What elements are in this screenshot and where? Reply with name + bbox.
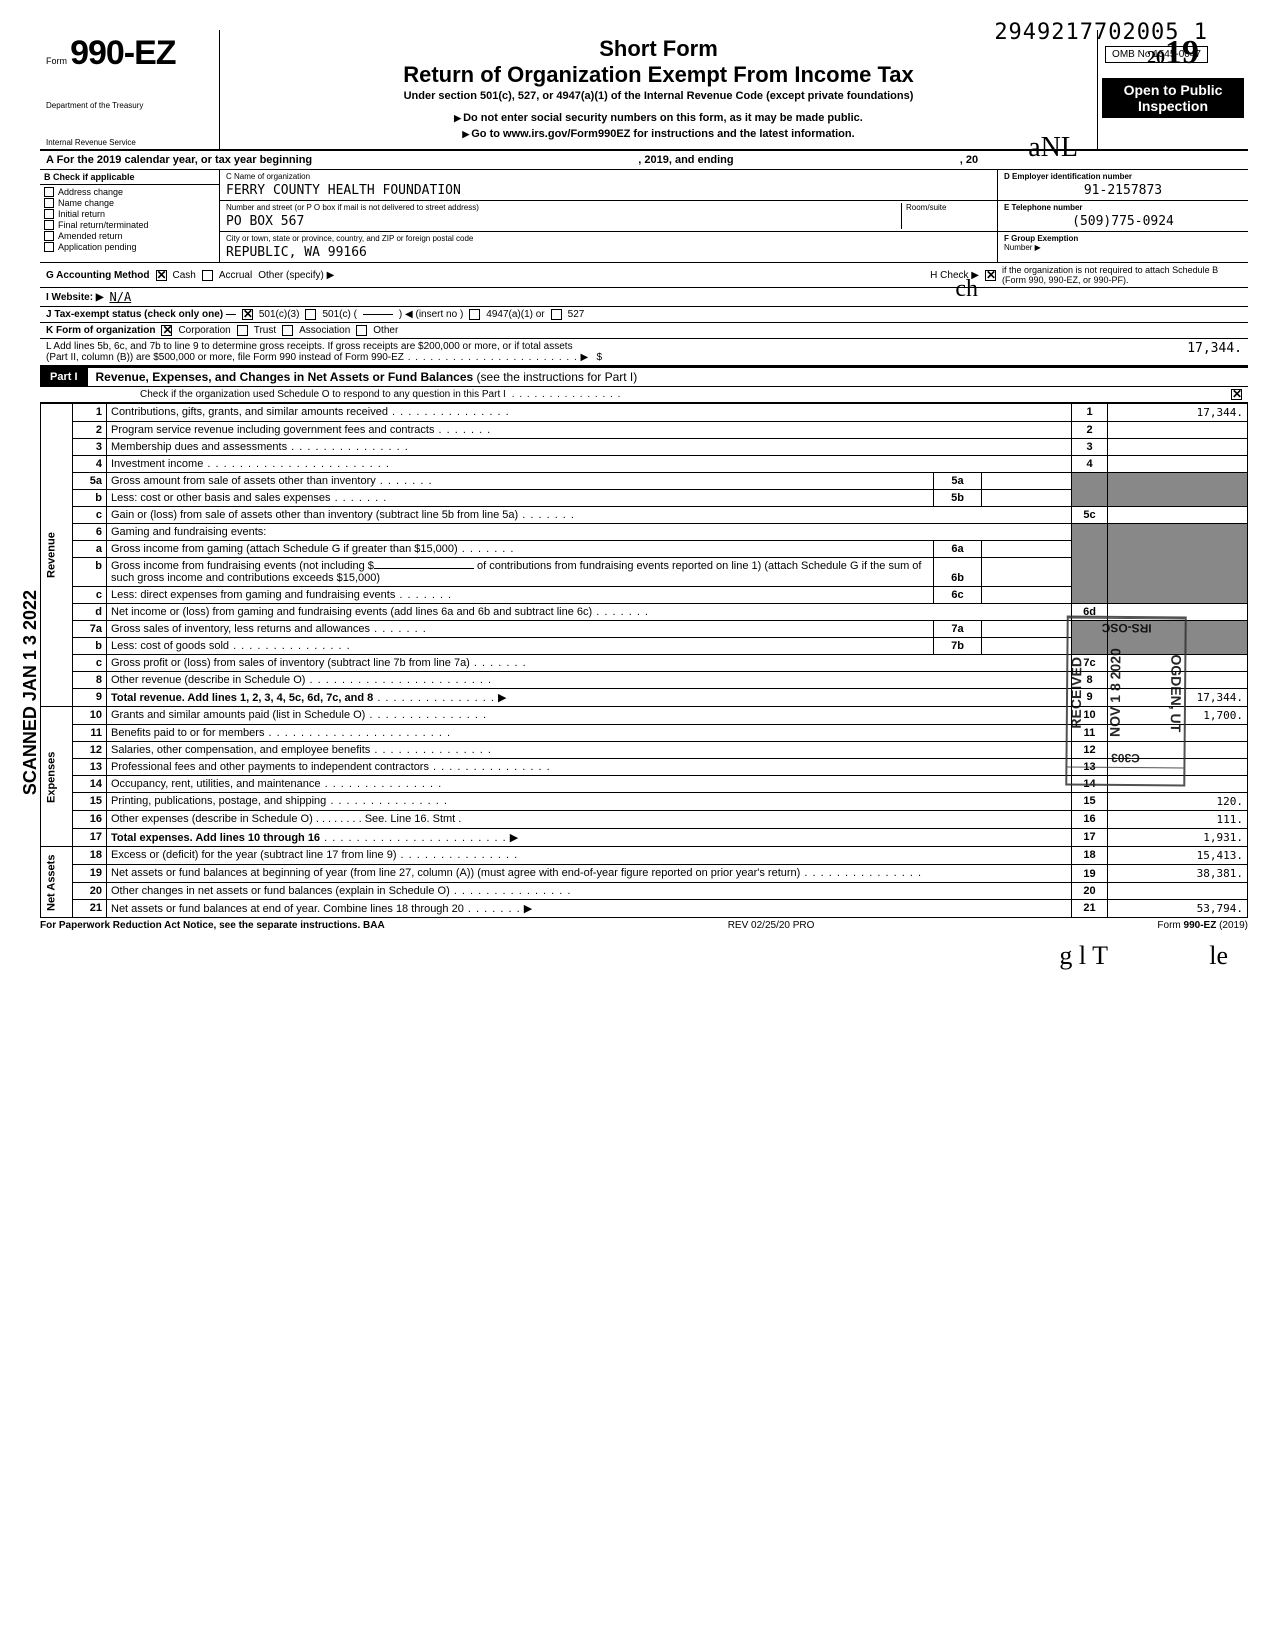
amt-line-4 (1108, 456, 1248, 473)
l-text-2: (Part II, column (B)) are $500,000 or mo… (46, 352, 404, 363)
chk-4947[interactable] (469, 309, 480, 320)
subtitle: Under section 501(c), 527, or 4947(a)(1)… (228, 90, 1089, 102)
chk-accrual[interactable] (202, 270, 213, 281)
chk-initial-return[interactable] (44, 209, 54, 219)
chk-amended-return[interactable] (44, 231, 54, 241)
amt-line-3 (1108, 439, 1248, 456)
org-street: PO BOX 567 (226, 212, 901, 229)
form-number: 990-EZ (70, 34, 176, 73)
omb-number: OMB No 1545-0047 (1105, 46, 1208, 63)
initials-handwritten-2: ch (955, 276, 978, 303)
org-city: REPUBLIC, WA 99166 (226, 243, 991, 260)
chk-501c[interactable] (305, 309, 316, 320)
part1-check-text: Check if the organization used Schedule … (140, 389, 506, 400)
amt-line-21: 53,794. (1108, 900, 1248, 918)
handwritten-mark: le (1209, 941, 1228, 971)
dept-irs: Internal Revenue Service (46, 138, 213, 147)
chk-cash[interactable] (156, 270, 167, 281)
scanned-stamp: SCANNED JAN 1 3 2022 (20, 590, 41, 795)
j-label: J Tax-exempt status (check only one) — (46, 309, 236, 320)
amt-line-20 (1108, 883, 1248, 900)
chk-name-change[interactable] (44, 198, 54, 208)
chk-application-pending[interactable] (44, 242, 54, 252)
phone-value: (509)775-0924 (1004, 212, 1242, 229)
d-ein-label: D Employer identification number (1004, 172, 1242, 181)
title-short-form: Short Form (228, 36, 1089, 62)
irs-received-stamp: IRS-OSC RECEIVED NOV 1 8 2020 OGDEN, UT … (1065, 615, 1186, 786)
chk-schedule-o[interactable] (1231, 389, 1242, 400)
chk-corporation[interactable] (161, 325, 172, 336)
handwritten-signature: g l T (1059, 941, 1108, 971)
side-revenue: Revenue (41, 404, 73, 707)
open-to-public: Open to PublicInspection (1102, 78, 1244, 118)
amt-line-16: 111. (1108, 811, 1248, 829)
chk-trust[interactable] (237, 325, 248, 336)
org-name: FERRY COUNTY HEALTH FOUNDATION (226, 181, 991, 198)
chk-527[interactable] (551, 309, 562, 320)
note-ssn: Do not enter social security numbers on … (228, 112, 1089, 124)
website-value: N/A (110, 290, 132, 304)
identity-grid: B Check if applicable Address change Nam… (40, 170, 1248, 263)
k-label: K Form of organization (46, 325, 155, 336)
note-website: Go to www.irs.gov/Form990EZ for instruct… (228, 128, 1089, 140)
side-expenses: Expenses (41, 707, 73, 847)
g-label: G Accounting Method (46, 270, 150, 281)
amt-line-18: 15,413. (1108, 847, 1248, 865)
dept-treasury: Department of the Treasury (46, 101, 213, 110)
c-city-label: City or town, state or province, country… (226, 234, 991, 243)
initials-handwritten: aNL (1028, 132, 1078, 164)
chk-address-change[interactable] (44, 187, 54, 197)
amt-line-19: 38,381. (1108, 865, 1248, 883)
l-amount: 17,344. (1187, 341, 1242, 363)
ein-value: 91-2157873 (1004, 181, 1242, 198)
chk-501c3[interactable] (242, 309, 253, 320)
title-main: Return of Organization Exempt From Incom… (228, 62, 1089, 88)
part1-header: Part I Revenue, Expenses, and Changes in… (40, 366, 1248, 387)
c-addr-label: Number and street (or P O box if mail is… (226, 203, 901, 212)
e-phone-label: E Telephone number (1004, 203, 1242, 212)
document-number: 2949217702005 1 (994, 20, 1208, 45)
i-label: I Website: ▶ (46, 292, 104, 303)
l-text-1: L Add lines 5b, 6c, and 7b to line 9 to … (46, 341, 602, 352)
chk-association[interactable] (282, 325, 293, 336)
c-name-label: C Name of organization (226, 172, 991, 181)
f-group-label: F Group Exemption (1004, 234, 1242, 243)
room-label: Room/suite (906, 203, 991, 212)
amt-line-17: 1,931. (1108, 829, 1248, 847)
amt-line-5c (1108, 507, 1248, 524)
chk-schedule-b[interactable] (985, 270, 996, 281)
f-number-label: Number ▶ (1004, 243, 1242, 252)
chk-other[interactable] (356, 325, 367, 336)
amt-line-1: 17,344. (1108, 404, 1248, 422)
form-prefix: Form (46, 56, 67, 66)
page-footer: For Paperwork Reduction Act Notice, see … (40, 918, 1248, 931)
side-net-assets: Net Assets (41, 847, 73, 918)
h-text: if the organization is not required to a… (1002, 265, 1242, 285)
b-label: B Check if applicable (40, 170, 219, 185)
amt-line-2 (1108, 422, 1248, 439)
chk-final-return[interactable] (44, 220, 54, 230)
amt-line-15: 120. (1108, 793, 1248, 811)
